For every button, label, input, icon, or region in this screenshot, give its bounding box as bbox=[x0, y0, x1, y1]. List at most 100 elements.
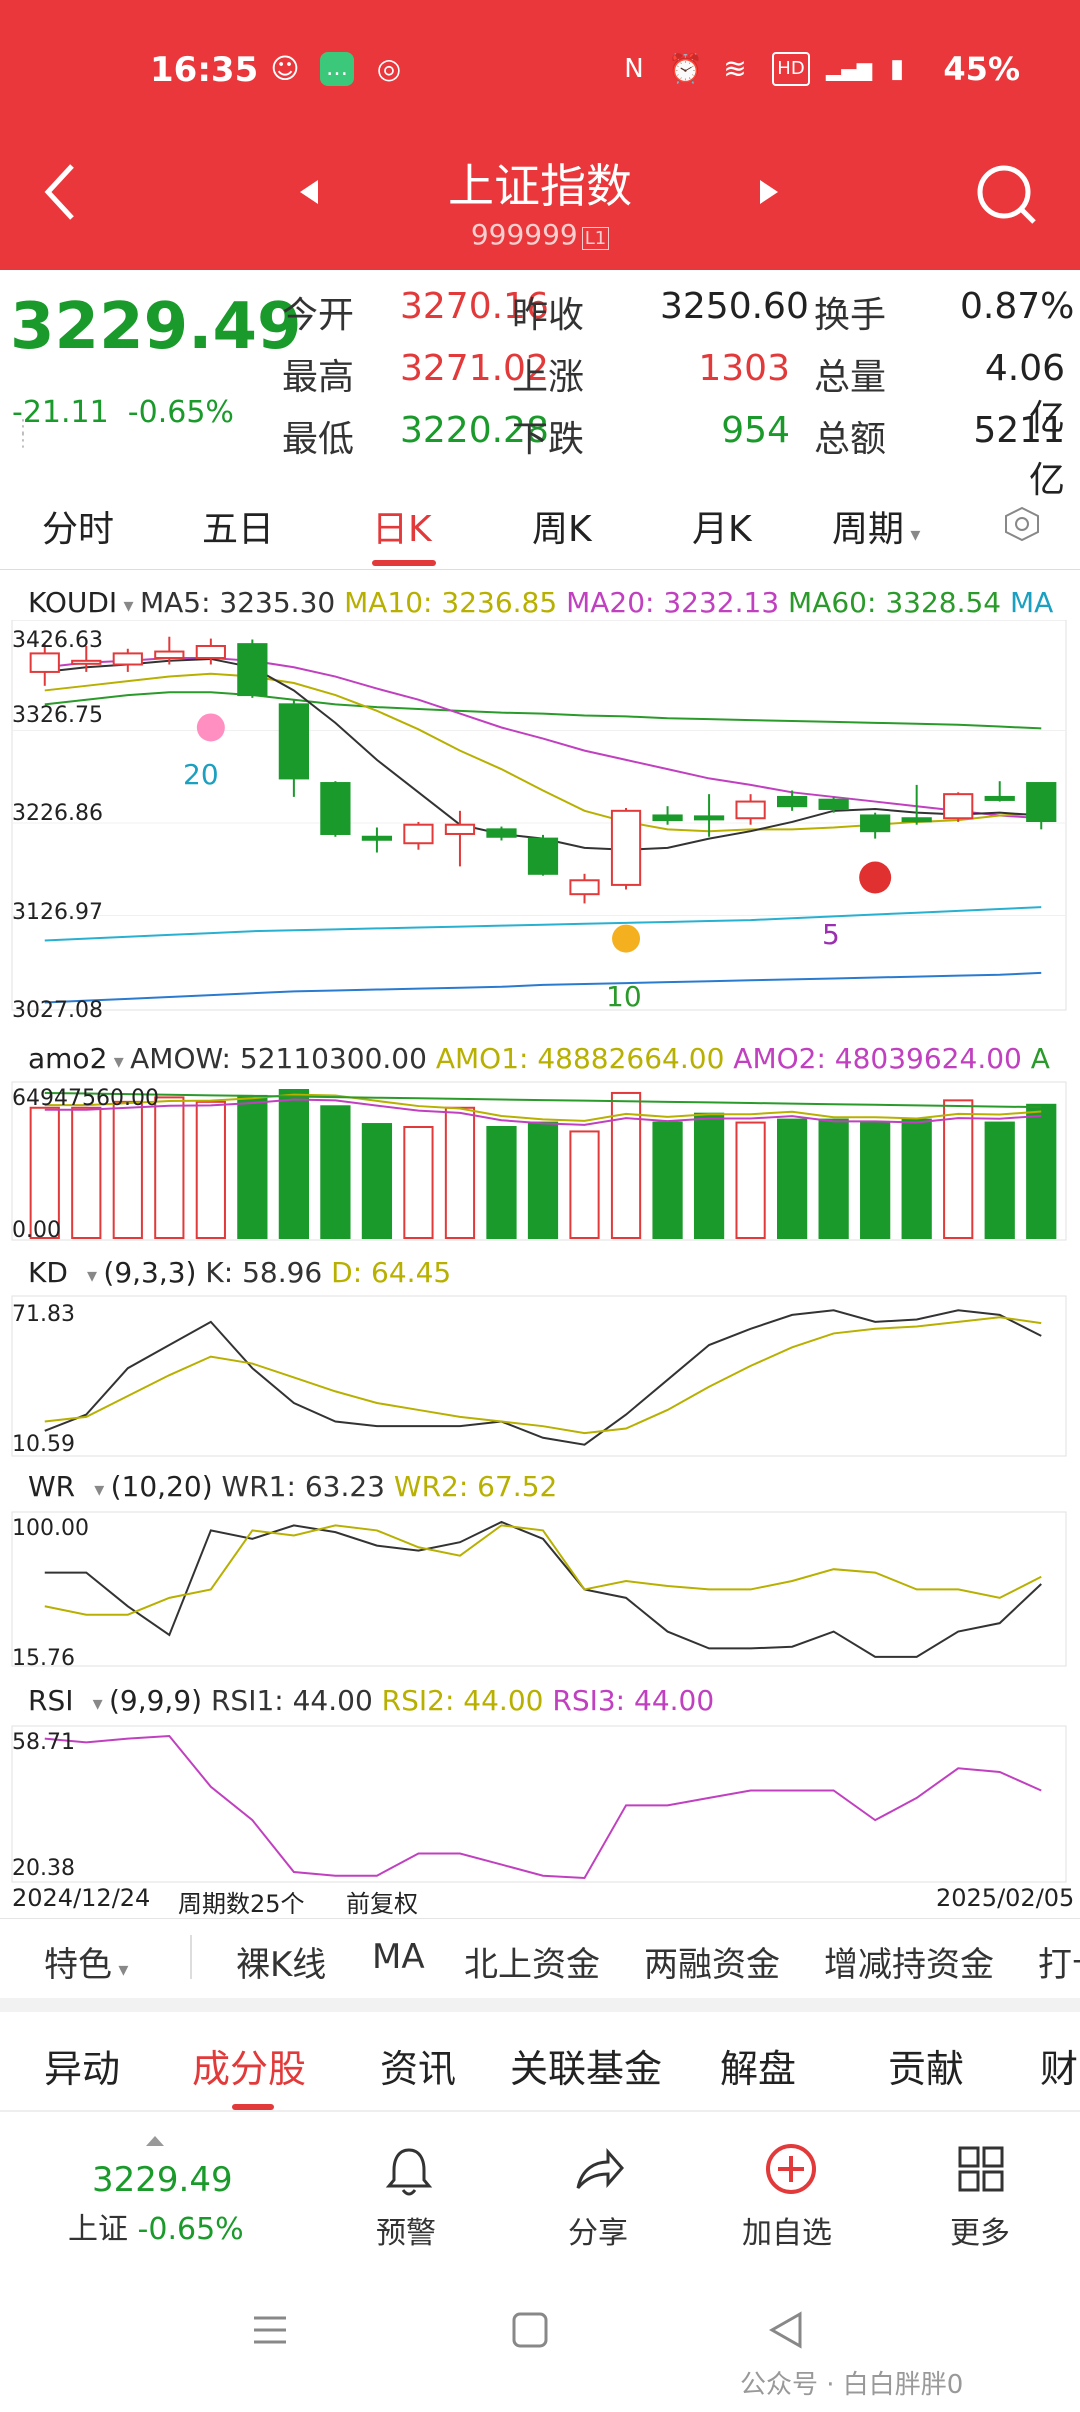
active-content-tab-indicator bbox=[232, 2104, 274, 2110]
volume-bar bbox=[361, 1123, 393, 1240]
tab-yidong[interactable]: 异动 bbox=[44, 2047, 121, 2091]
add-icon[interactable] bbox=[764, 2142, 818, 2196]
tab-rik[interactable]: 日K bbox=[372, 509, 432, 550]
quote-value: 3271.02 bbox=[400, 348, 549, 389]
wr-y-tick: 100.00 bbox=[12, 1516, 89, 1541]
tab-wuri[interactable]: 五日 bbox=[202, 509, 275, 550]
candle-body bbox=[278, 703, 309, 780]
volume-bar bbox=[320, 1105, 351, 1239]
kd-k-line bbox=[44, 1309, 1042, 1446]
bell-icon[interactable] bbox=[384, 2144, 434, 2198]
candle-body bbox=[818, 798, 849, 810]
volume-bar bbox=[569, 1130, 600, 1239]
candle-body bbox=[610, 809, 642, 886]
alert-button[interactable]: 预警 bbox=[376, 2216, 436, 2251]
footer-bar: 3229.49 上证 -0.65% 预警 分享 加自选 更多 bbox=[0, 2114, 1080, 2264]
active-tab-indicator bbox=[372, 560, 436, 566]
kline-y-tick: 3326.75 bbox=[12, 703, 103, 728]
quote-label: 今开 bbox=[282, 295, 355, 336]
tab-zhouqi[interactable]: 周期 ▾ bbox=[832, 509, 921, 550]
quote-label: 总额 bbox=[814, 419, 887, 460]
volume-bar bbox=[777, 1118, 808, 1240]
quote-panel bbox=[0, 270, 1080, 470]
prev-stock-icon[interactable] bbox=[298, 178, 320, 206]
quote-value: 3250.60 bbox=[660, 286, 809, 327]
wifi-icon: ≋ bbox=[723, 52, 747, 85]
amo1-line bbox=[44, 1093, 1042, 1122]
candle-body bbox=[486, 828, 517, 838]
content-tabs: 异动 成分股 资讯 关联基金 解盘 贡献 财 bbox=[0, 2012, 1080, 2112]
tab-guanlianjijin[interactable]: 关联基金 bbox=[510, 2047, 663, 2091]
stock-code: 999999 L1 bbox=[0, 218, 1080, 251]
page-title: 上证指数 bbox=[448, 159, 632, 213]
kline-y-tick: 3126.97 bbox=[12, 900, 103, 925]
tab-jiepan[interactable]: 解盘 bbox=[720, 2047, 797, 2091]
indicator-selector[interactable]: KOUDI bbox=[28, 586, 118, 619]
amow-line bbox=[44, 1091, 1042, 1109]
toolbar-item[interactable]: 两融资金 bbox=[644, 1945, 780, 1985]
rsi-y-tick: 58.71 bbox=[12, 1730, 75, 1755]
tab-yuek[interactable]: 月K bbox=[692, 509, 752, 550]
marker-label: 10 bbox=[606, 980, 642, 1013]
quote-value: 5211亿 bbox=[973, 410, 1065, 501]
tab-gongxian[interactable]: 贡献 bbox=[888, 2047, 965, 2091]
adjust-mode[interactable]: 前复权 bbox=[346, 1890, 418, 1918]
back-icon[interactable] bbox=[40, 160, 80, 224]
search-icon[interactable] bbox=[972, 160, 1042, 230]
tab-more-partial[interactable]: 财 bbox=[1040, 2047, 1079, 2091]
volume-bar bbox=[1026, 1103, 1057, 1239]
settings-hex-icon[interactable] bbox=[1002, 504, 1042, 544]
date-start: 2024/12/24 bbox=[12, 1884, 151, 1912]
next-stock-icon[interactable] bbox=[758, 178, 780, 206]
footer-price[interactable]: 3229.49 bbox=[92, 2160, 233, 2200]
more-button[interactable]: 更多 bbox=[950, 2216, 1010, 2251]
battery-icon: ▮ bbox=[889, 54, 905, 84]
candle-body bbox=[569, 879, 600, 896]
toolbar-item[interactable]: MA bbox=[372, 1937, 425, 1977]
drag-handle-icon[interactable]: ⋮ ⋮ bbox=[14, 416, 32, 451]
volume-bar bbox=[278, 1089, 309, 1239]
quote-value: 0.87% bbox=[960, 286, 1075, 327]
toolbar-item[interactable]: 打卡 bbox=[1038, 1945, 1080, 1985]
price-change: -21.11 -0.65% bbox=[12, 395, 234, 430]
tab-zixun[interactable]: 资讯 bbox=[380, 2047, 457, 2091]
toolbar-tese[interactable]: 特色 ▾ bbox=[44, 1945, 129, 1985]
gem-marker-icon bbox=[612, 924, 641, 953]
watermark: 公众号 · 白白胖胖0 bbox=[740, 2370, 964, 2400]
share-icon[interactable] bbox=[572, 2144, 626, 2194]
toolbar-item[interactable]: 增减持资金 bbox=[824, 1945, 994, 1985]
chart-area[interactable] bbox=[0, 620, 1080, 1920]
volume-bar bbox=[610, 1091, 642, 1239]
wechat-icon: ◎ bbox=[376, 52, 402, 85]
quote-value: 3270.16 bbox=[400, 286, 549, 327]
add-watchlist-button[interactable]: 加自选 bbox=[742, 2216, 832, 2251]
grid-more-icon[interactable] bbox=[956, 2144, 1006, 2194]
volume-bar bbox=[984, 1121, 1015, 1239]
candle-body bbox=[693, 815, 725, 821]
tab-zhouk[interactable]: 周K bbox=[532, 509, 592, 550]
volume-indicator-selector[interactable]: amo2 bbox=[28, 1042, 108, 1075]
ma60-line bbox=[44, 691, 1042, 730]
footer-index[interactable]: 上证 -0.65% bbox=[68, 2212, 244, 2247]
toolbar-item[interactable]: 北上资金 bbox=[464, 1945, 600, 1985]
quote-label: 上涨 bbox=[512, 357, 585, 398]
volume-bar bbox=[652, 1121, 683, 1239]
ma20-line bbox=[44, 657, 1042, 820]
kd-y-tick: 10.59 bbox=[12, 1432, 75, 1457]
menu-icon[interactable] bbox=[250, 2310, 290, 2350]
tab-fenshi[interactable]: 分时 bbox=[42, 509, 115, 550]
expand-up-icon[interactable] bbox=[144, 2134, 166, 2148]
home-icon[interactable] bbox=[510, 2310, 550, 2350]
share-button[interactable]: 分享 bbox=[568, 2216, 628, 2251]
back-nav-icon[interactable] bbox=[766, 2310, 806, 2350]
volume-bar bbox=[901, 1118, 932, 1240]
tab-chengfengu[interactable]: 成分股 bbox=[192, 2047, 307, 2091]
candle-body bbox=[154, 650, 185, 660]
quote-value: 4.06亿 bbox=[984, 348, 1065, 439]
toolbar-item[interactable]: 裸K线 bbox=[236, 1945, 327, 1985]
marker-label: 5 bbox=[822, 918, 840, 951]
panel-frame bbox=[11, 1081, 1067, 1241]
marker-label: 20 bbox=[183, 758, 219, 791]
hd-icon: HD bbox=[772, 52, 810, 86]
panel-frame bbox=[11, 620, 1067, 1011]
